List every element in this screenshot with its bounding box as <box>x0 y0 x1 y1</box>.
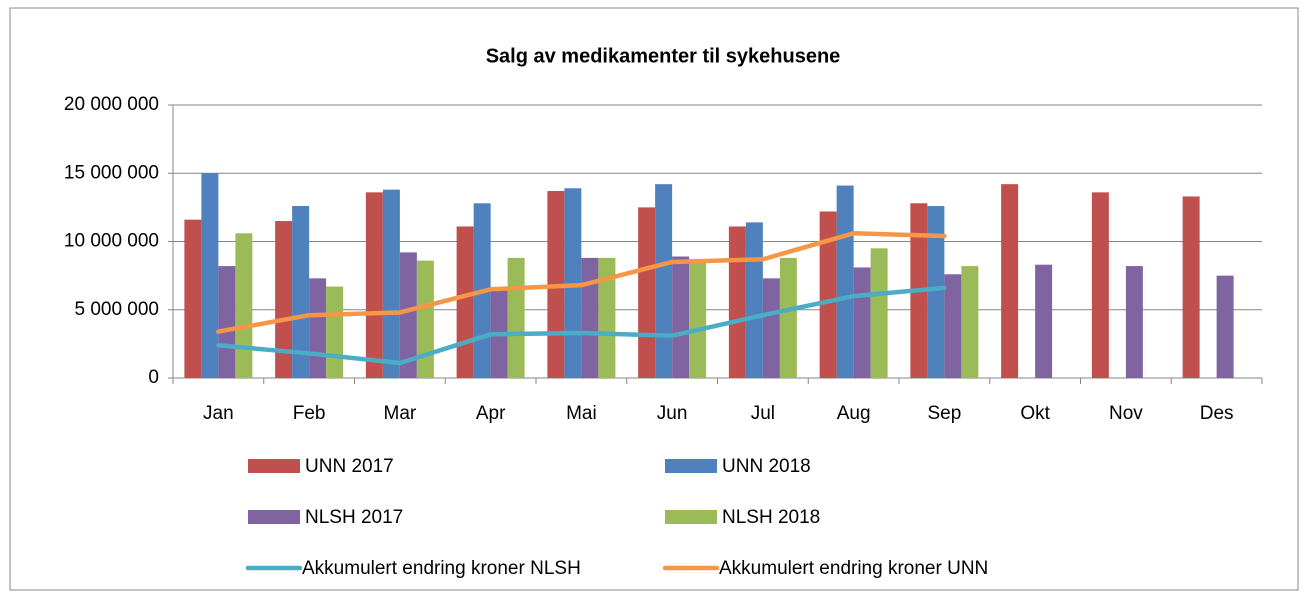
y-tick-label: 0 <box>148 367 159 388</box>
bar <box>870 248 888 378</box>
x-tick-label: Mai <box>566 403 597 424</box>
line <box>216 231 947 334</box>
chart-title: Salg av medikamenter til sykehusene <box>486 45 841 67</box>
y-tick-label: 10 000 000 <box>64 231 159 252</box>
legend-label: NLSH 2018 <box>722 507 820 528</box>
x-tick-label: Jul <box>751 403 775 424</box>
bar <box>598 257 616 378</box>
legend-label: UNN 2018 <box>722 456 811 477</box>
legend-label: Akkumulert endring kroner UNN <box>719 558 988 579</box>
bar <box>507 257 525 378</box>
legend-swatch <box>665 459 717 473</box>
bar <box>1091 192 1109 378</box>
bar <box>944 274 962 378</box>
x-tick-label: Okt <box>1020 403 1050 424</box>
bar <box>365 192 383 378</box>
bar <box>745 222 763 378</box>
bar <box>689 259 707 378</box>
bar <box>672 256 690 378</box>
bar <box>819 211 837 378</box>
legend-label: UNN 2017 <box>305 456 394 477</box>
x-tick-label: Mar <box>384 403 417 424</box>
bar <box>655 184 673 378</box>
line <box>216 285 947 366</box>
bar <box>638 207 656 378</box>
legend-swatch <box>248 510 300 524</box>
bar <box>456 226 474 378</box>
bar <box>836 185 854 378</box>
x-tick-label: Apr <box>476 403 506 424</box>
bar <box>927 206 945 378</box>
bar <box>564 188 582 378</box>
y-tick-label: 20 000 000 <box>64 94 159 115</box>
x-tick-label: Des <box>1200 403 1234 424</box>
bar <box>218 266 236 378</box>
y-tick-label: 15 000 000 <box>64 162 159 183</box>
bar <box>184 219 202 378</box>
bar <box>853 267 871 378</box>
bar <box>275 221 293 378</box>
bar <box>1216 275 1234 378</box>
y-tick-label: 5 000 000 <box>74 299 159 320</box>
legend-label: Akkumulert endring kroner NLSH <box>302 558 581 579</box>
bar <box>416 260 434 378</box>
x-tick-label: Nov <box>1109 403 1143 424</box>
bar <box>1125 266 1143 378</box>
bar <box>961 266 979 378</box>
x-tick-label: Feb <box>293 403 326 424</box>
bar <box>201 173 219 378</box>
bar <box>235 233 253 378</box>
bar <box>1182 196 1200 378</box>
legend-swatch <box>665 510 717 524</box>
bar <box>292 206 310 378</box>
legend-label: NLSH 2017 <box>305 507 403 528</box>
bar <box>581 257 599 378</box>
bar <box>382 189 400 378</box>
bar <box>1035 264 1053 378</box>
x-tick-label: Aug <box>837 403 871 424</box>
x-tick-label: Jan <box>203 403 234 424</box>
x-tick-label: Sep <box>927 403 961 424</box>
legend-swatch <box>248 459 300 473</box>
bar <box>762 278 780 378</box>
bar <box>728 226 746 378</box>
bar <box>779 257 797 378</box>
bar <box>399 252 417 378</box>
bar <box>309 278 327 378</box>
x-tick-label: Jun <box>657 403 688 424</box>
bar <box>326 286 344 378</box>
bar <box>1001 184 1019 378</box>
